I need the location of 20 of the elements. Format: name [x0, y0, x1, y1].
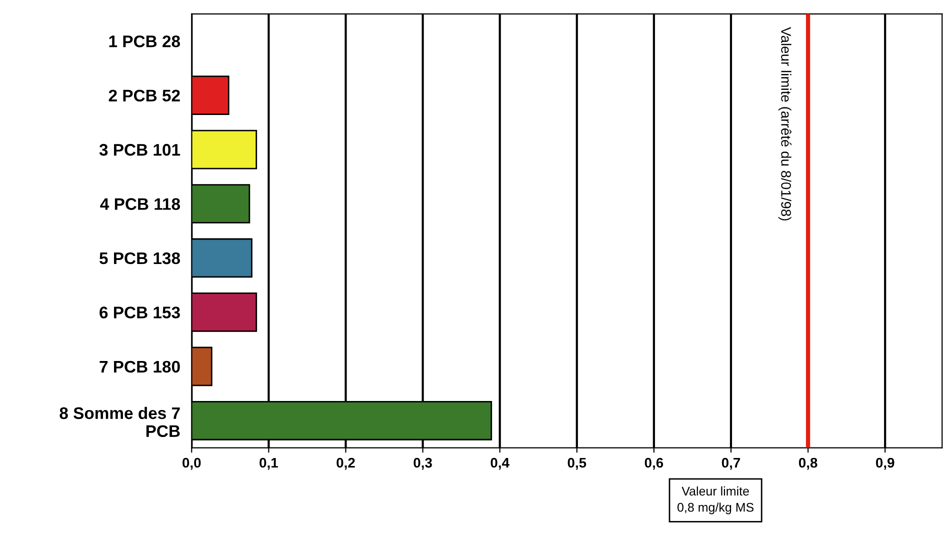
x-tick-label: 0,1: [260, 458, 278, 470]
y-tick-label: 2 PCB 52: [108, 90, 180, 102]
text: Valeur limite 0,8 mg/kg MS: [677, 486, 754, 514]
x-tick-label: 0,8: [798, 458, 818, 470]
x-tick-label: 0,0: [182, 458, 201, 470]
x-tick-label: 0,4: [490, 458, 510, 470]
y-tick-label: 1 PCB 28: [109, 35, 180, 48]
x-tick-label: 0,3: [414, 458, 432, 470]
y-tick-label: 8 Somme des 7 PCB: [60, 406, 180, 438]
x-tick-label: 0,2: [336, 458, 355, 470]
x-tick-label: 0,9: [876, 458, 894, 470]
y-tick-label: 4 PCB 118: [100, 198, 180, 210]
ref-line-label: Valeur limite (arrêté du 8/01/98): [778, 27, 792, 220]
x-tick-label: 0,5: [568, 458, 586, 470]
y-tick-label: 5 PCB 138: [100, 252, 180, 264]
y-tick-label: 3 PCB 101: [99, 144, 180, 156]
y-tick-label: 7 PCB 180: [100, 360, 180, 373]
x-tick-label: 0,6: [644, 458, 664, 470]
x-tick-label: 0,7: [722, 458, 740, 470]
y-tick-label: 6 PCB 153: [100, 306, 180, 318]
